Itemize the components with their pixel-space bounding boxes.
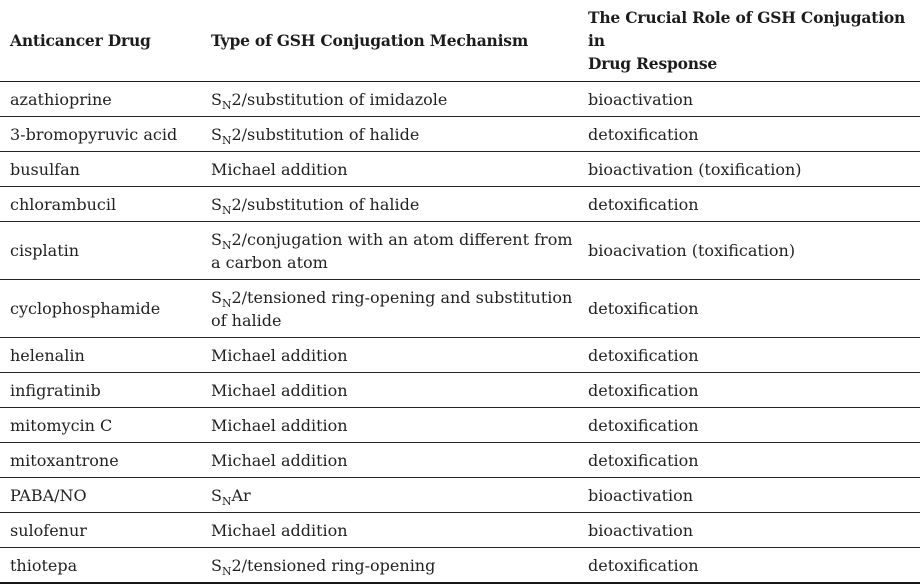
drug-cell: cisplatin [0, 221, 211, 280]
drug-cell: infigratinib [0, 372, 211, 408]
role-cell: bioactivation (toxification) [588, 151, 920, 187]
table-header: Anticancer Drug Type of GSH Conjugation … [0, 0, 920, 82]
table-row: chlorambucil SN2/substitution of halide … [0, 186, 920, 222]
role-cell: detoxification [588, 372, 920, 408]
drug-cell: PABA/NO [0, 477, 211, 513]
mechanism-cell: Michael addition [211, 407, 588, 443]
column-header-mechanism: Type of GSH Conjugation Mechanism [211, 0, 588, 82]
role-cell: detoxification [588, 186, 920, 222]
mechanism-cell: SN2/substitution of imidazole [211, 81, 588, 117]
column-header-anticancer-drug: Anticancer Drug [0, 0, 211, 82]
role-cell: detoxification [588, 407, 920, 443]
mechanism-cell: SN2/tensioned ring-opening [211, 547, 588, 584]
role-cell: detoxification [588, 547, 920, 584]
table-row: 3-bromopyruvic acid SN2/substitution of … [0, 116, 920, 152]
role-cell: bioactivation [588, 477, 920, 513]
mechanism-cell: Michael addition [211, 337, 588, 373]
role-cell: detoxification [588, 337, 920, 373]
column-header-role: The Crucial Role of GSH Conjugation in Dr… [588, 0, 920, 82]
role-cell: bioactivation [588, 81, 920, 117]
role-cell: bioactivation [588, 512, 920, 548]
mechanism-cell: Michael addition [211, 372, 588, 408]
role-cell: bioacivation (toxification) [588, 221, 920, 280]
drug-cell: busulfan [0, 151, 211, 187]
table-row: mitoxantrone Michael addition detoxifica… [0, 442, 920, 478]
table-row: cyclophosphamide SN2/tensioned ring-open… [0, 279, 920, 338]
mechanism-cell: SNAr [211, 477, 588, 513]
drug-cell: helenalin [0, 337, 211, 373]
drug-cell: azathioprine [0, 81, 211, 117]
table-row: sulofenur Michael addition bioactivation [0, 512, 920, 548]
table-row: helenalin Michael addition detoxificatio… [0, 337, 920, 373]
table-body: azathioprine SN2/substitution of imidazo… [0, 81, 920, 584]
table-header-row: Anticancer Drug Type of GSH Conjugation … [0, 0, 920, 82]
mechanism-cell: SN2/substitution of halide [211, 116, 588, 152]
table-row: cisplatin SN2/conjugation with an atom d… [0, 221, 920, 280]
drug-cell: mitoxantrone [0, 442, 211, 478]
mechanism-cell: SN2/substitution of halide [211, 186, 588, 222]
drug-cell: 3-bromopyruvic acid [0, 116, 211, 152]
table-row: busulfan Michael addition bioactivation … [0, 151, 920, 187]
mechanism-cell: Michael addition [211, 151, 588, 187]
drug-cell: chlorambucil [0, 186, 211, 222]
mechanism-cell: Michael addition [211, 442, 588, 478]
table-row: thiotepa SN2/tensioned ring-opening deto… [0, 547, 920, 584]
table-row: mitomycin C Michael addition detoxificat… [0, 407, 920, 443]
table-row: infigratinib Michael addition detoxifica… [0, 372, 920, 408]
table-row: azathioprine SN2/substitution of imidazo… [0, 81, 920, 117]
role-cell: detoxification [588, 116, 920, 152]
table-row: PABA/NO SNAr bioactivation [0, 477, 920, 513]
role-cell: detoxification [588, 279, 920, 338]
mechanism-cell: SN2/tensioned ring-opening and substitut… [211, 279, 588, 338]
drug-cell: sulofenur [0, 512, 211, 548]
drug-cell: cyclophosphamide [0, 279, 211, 338]
drug-cell: thiotepa [0, 547, 211, 584]
mechanism-cell: Michael addition [211, 512, 588, 548]
mechanism-cell: SN2/conjugation with an atom different f… [211, 221, 588, 280]
drug-cell: mitomycin C [0, 407, 211, 443]
role-cell: detoxification [588, 442, 920, 478]
